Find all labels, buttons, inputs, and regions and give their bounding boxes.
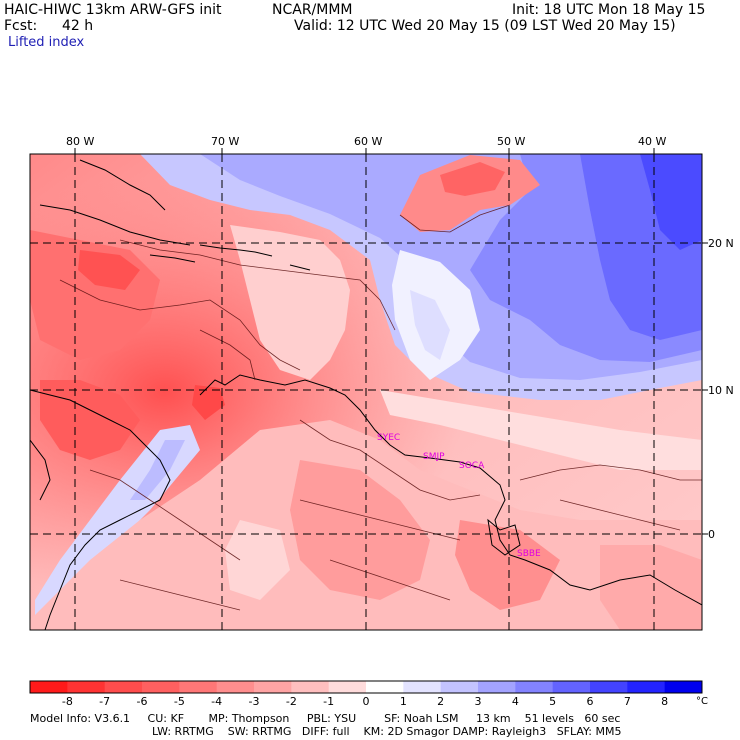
colorbar-tick-label: 4 [512, 695, 519, 708]
model-info-line-1: Model Info: V3.6.1 CU: KF MP: Thompson P… [30, 712, 621, 725]
colorbar-tick-label: 5 [549, 695, 556, 708]
colorbar-tick-label: 6 [587, 695, 594, 708]
colorbar-tick-label: 7 [624, 695, 631, 708]
station-label-smjp: SMJP [423, 452, 445, 462]
station-labels: SYEC SMJP SOCA SBBE [377, 433, 541, 559]
colorbar-swatch [104, 681, 143, 693]
colorbar-swatch [366, 681, 404, 693]
lon-label: 60 W [354, 135, 382, 148]
colorbar-swatch [478, 681, 516, 693]
forecast-label: Fcst: [4, 18, 38, 34]
colorbar-tick-label: 2 [437, 695, 444, 708]
colorbar-tick-label: 3 [475, 695, 482, 708]
colorbar-swatch [590, 681, 628, 693]
colorbar-frame [29, 680, 703, 694]
colorbar-unit: °C [696, 696, 708, 707]
colorbar-swatch [179, 681, 218, 693]
colorbar: -8 -7 -6 -5 -4 -3 -2 -1 0 1 2 3 4 5 6 7 8 [29, 680, 703, 708]
colorbar-tick-label: -1 [323, 695, 334, 708]
center-name: NCAR/MMM [272, 2, 353, 18]
lat-lon-grid [30, 154, 702, 630]
station-label-syec: SYEC [377, 433, 400, 443]
colorbar-tick-label: -6 [137, 695, 148, 708]
model-title: HAIC-HIWC 13km ARW-GFS init [4, 2, 222, 18]
init-time: Init: 18 UTC Mon 18 May 15 [512, 2, 706, 18]
colorbar-tick-label: -5 [174, 695, 185, 708]
forecast-hour: 42 h [62, 18, 94, 34]
colorbar-tick-label: 0 [363, 695, 370, 708]
valid-time: Valid: 12 UTC Wed 20 May 15 (09 LST Wed … [294, 18, 676, 34]
colorbar-swatch [403, 681, 442, 693]
colorbar-tick-label: -7 [99, 695, 110, 708]
station-label-sbbe: SBBE [517, 549, 541, 559]
colorbar-swatch [440, 681, 479, 693]
colorbar-swatch [515, 681, 554, 693]
colorbar-swatch [30, 681, 68, 693]
lat-label: 20 N [708, 237, 734, 250]
lat-label: 0 [708, 528, 715, 541]
colorbar-tick-label: 8 [661, 695, 668, 708]
lon-label: 70 W [211, 135, 239, 148]
colorbar-swatch [552, 681, 591, 693]
field-name: Lifted index [8, 35, 85, 50]
colorbar-swatch [328, 681, 367, 693]
lat-label: 10 N [708, 384, 734, 397]
lon-label: 50 W [497, 135, 525, 148]
lon-label: 80 W [66, 135, 94, 148]
lifted-index-contours [59, 204, 702, 611]
model-info-line-2: LW: RRTMG SW: RRTMG DIFF: full KM: 2D Sm… [152, 725, 622, 738]
frame-ticks [74, 148, 708, 535]
colorbar-swatch [67, 681, 106, 693]
colorbar-tick-label: -8 [62, 695, 73, 708]
colorbar-tick-label: 1 [400, 695, 407, 708]
colorbar-swatch [664, 681, 703, 693]
lon-label: 40 W [638, 135, 666, 148]
colorbar-swatch [627, 681, 666, 693]
colorbar-swatch [142, 681, 180, 693]
colorbar-swatch [291, 681, 330, 693]
colorbar-swatch [216, 681, 255, 693]
colorbar-tick-label: -2 [286, 695, 297, 708]
colorbar-tick-label: -3 [249, 695, 260, 708]
station-label-soca: SOCA [459, 461, 485, 471]
coastlines [30, 159, 702, 630]
colorbar-swatch [254, 681, 292, 693]
colorbar-tick-label: -4 [211, 695, 222, 708]
